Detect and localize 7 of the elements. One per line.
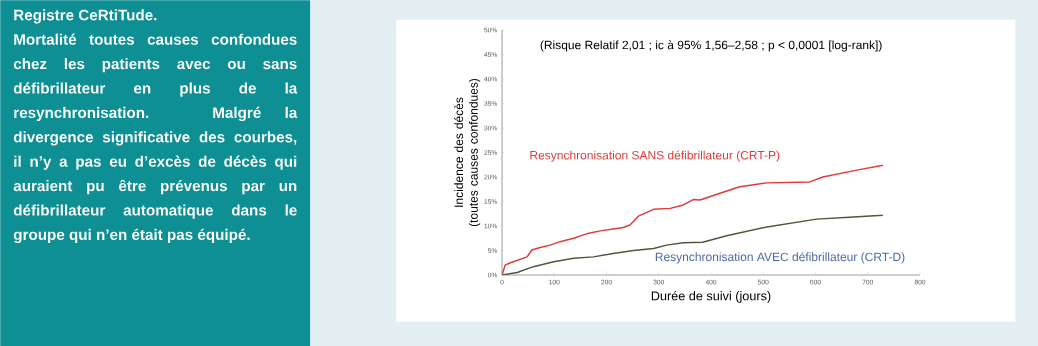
- text: Registre CeRtiTude.: [14, 9, 157, 24]
- y-axis-title: Incidence des décès (toutes causes confondues): [454, 78, 481, 226]
- x-axis-title: Durée de suivi (jours): [651, 290, 771, 303]
- series-label: Resynchronisation SANS défibrillateur (CRT-P): [530, 150, 780, 162]
- annotation: (Risque Relatif 2,01 ; ic à 95% 1,56–2,58 ; p < 0,0001 [log-rank]): [540, 40, 882, 52]
- text: Mortalité toutes causes confondues chez les patients avec ou sans défibrillateur en plus de la resynchronisation. Malgré la divergence significative des courbes, il n’y a pas eu d’excès de décès qui auraient pu être prévenus par un défibrillateur automatique dans le groupe qui n’en était pas équipé.: [13, 33, 298, 243]
- series-label: Resynchronisation AVEC défibrillateur (CRT-D): [655, 252, 905, 264]
